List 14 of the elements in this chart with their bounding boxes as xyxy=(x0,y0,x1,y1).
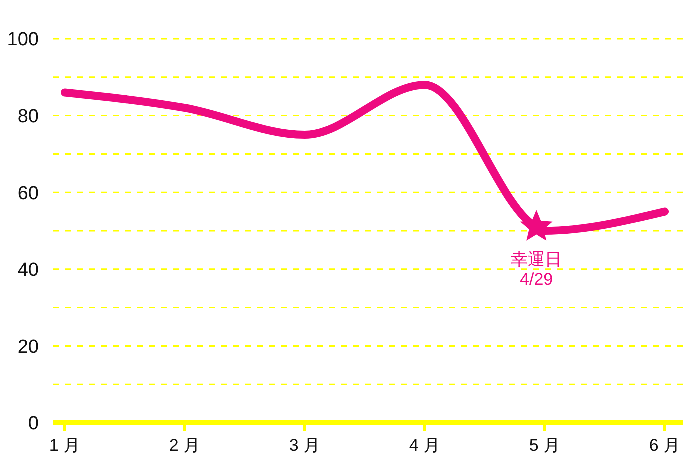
x-tick-label: 4 月 xyxy=(409,436,441,455)
y-tick-label: 80 xyxy=(18,106,39,128)
x-tick-label: 6 月 xyxy=(649,436,681,455)
x-tick-label: 1 月 xyxy=(49,436,81,455)
x-tick-label: 3 月 xyxy=(289,436,321,455)
y-tick-label: 40 xyxy=(18,260,39,282)
x-tick-label: 2 月 xyxy=(169,436,201,455)
annotation: 4/29 xyxy=(520,270,554,290)
annotation: 幸運日 xyxy=(511,250,562,270)
y-tick-label: 0 xyxy=(28,414,39,435)
y-tick-label: 20 xyxy=(18,336,39,358)
y-tick-label: 100 xyxy=(7,30,39,51)
x-tick-label: 5 月 xyxy=(529,436,561,455)
y-tick-label: 60 xyxy=(18,183,39,204)
